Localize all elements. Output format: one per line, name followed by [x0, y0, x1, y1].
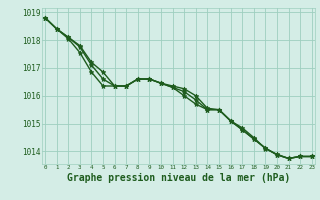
- X-axis label: Graphe pression niveau de la mer (hPa): Graphe pression niveau de la mer (hPa): [67, 173, 290, 183]
